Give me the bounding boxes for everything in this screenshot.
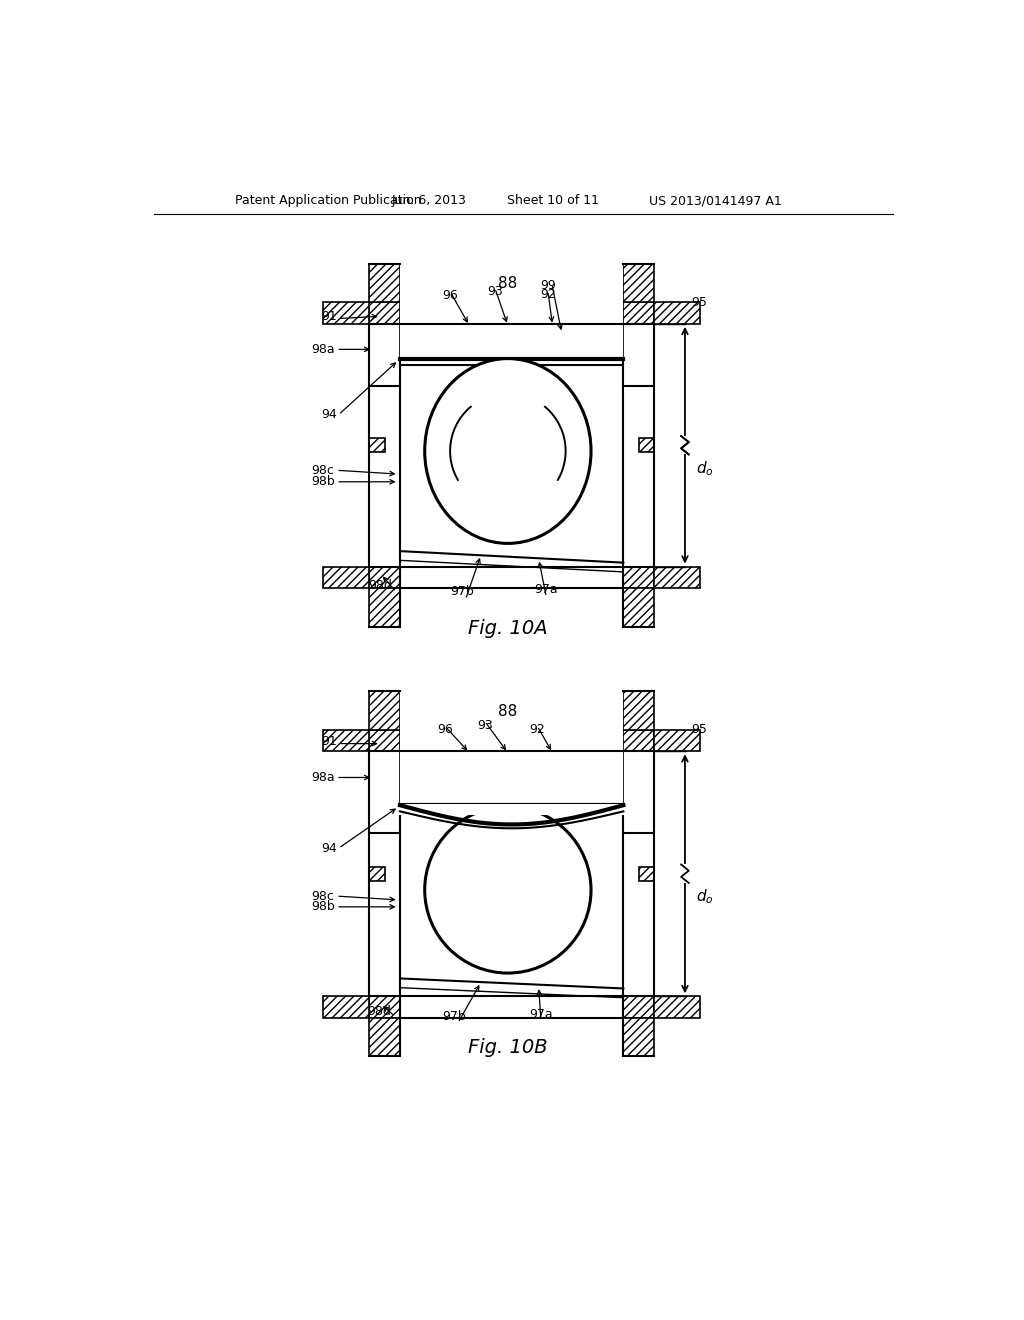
Text: 91: 91 — [322, 310, 337, 323]
Text: 93: 93 — [477, 718, 493, 731]
Text: Fig. 10A: Fig. 10A — [468, 619, 548, 638]
Bar — [370, 566, 654, 589]
Bar — [502, 364, 521, 387]
Bar — [323, 997, 370, 1018]
Text: 95: 95 — [691, 723, 707, 737]
Text: 96: 96 — [442, 289, 458, 302]
Ellipse shape — [425, 359, 591, 544]
Text: 88: 88 — [499, 704, 517, 719]
Text: 91: 91 — [322, 735, 337, 748]
Text: Patent Application Publication: Patent Application Publication — [234, 194, 421, 207]
Bar — [496, 302, 528, 348]
Bar — [624, 1018, 654, 1056]
Text: 98c: 98c — [311, 890, 335, 903]
Bar — [398, 804, 625, 816]
Bar — [528, 771, 594, 833]
Bar — [654, 997, 700, 1018]
Text: 98a: 98a — [311, 771, 335, 784]
Text: 95: 95 — [691, 296, 707, 309]
Bar — [323, 730, 370, 751]
Text: 97b: 97b — [450, 585, 473, 598]
Text: $d_o$: $d_o$ — [695, 459, 714, 478]
Bar — [528, 337, 594, 387]
Text: 97b: 97b — [442, 1010, 466, 1023]
Bar — [400, 730, 429, 833]
Bar — [370, 302, 654, 323]
Bar — [680, 865, 689, 883]
Bar — [400, 692, 624, 1056]
Text: 98d: 98d — [369, 579, 392, 593]
Text: 98a: 98a — [311, 343, 335, 356]
Bar — [429, 337, 496, 387]
Bar — [370, 692, 400, 730]
Bar — [654, 730, 700, 751]
Bar — [370, 323, 654, 566]
Bar — [429, 771, 496, 833]
Bar — [680, 436, 689, 454]
Bar — [502, 812, 521, 833]
Text: 93: 93 — [486, 285, 503, 298]
Bar — [323, 566, 370, 589]
Text: 96: 96 — [437, 723, 453, 737]
Bar — [654, 302, 700, 323]
Bar — [639, 867, 654, 880]
Bar — [496, 730, 528, 787]
Bar — [370, 867, 385, 880]
Text: 98d: 98d — [367, 1005, 391, 1018]
Text: Fig. 10B: Fig. 10B — [468, 1039, 548, 1057]
Bar — [370, 264, 400, 302]
Bar — [370, 751, 654, 997]
Text: 88: 88 — [499, 276, 517, 290]
Bar — [624, 264, 654, 302]
Bar — [624, 692, 654, 730]
Text: 92: 92 — [540, 288, 556, 301]
Text: 97a: 97a — [529, 1008, 553, 1022]
Text: 92: 92 — [529, 723, 545, 737]
Bar — [639, 438, 654, 453]
Bar — [370, 730, 654, 751]
Text: $d_o$: $d_o$ — [695, 887, 714, 907]
Bar — [370, 438, 385, 453]
Bar — [370, 997, 654, 1018]
Text: Sheet 10 of 11: Sheet 10 of 11 — [507, 194, 598, 207]
Text: 98c: 98c — [311, 463, 335, 477]
Bar — [323, 302, 370, 323]
Text: 94: 94 — [322, 408, 337, 421]
Bar — [400, 264, 624, 627]
Bar — [594, 730, 624, 833]
Bar — [594, 302, 624, 387]
Text: Jun. 6, 2013: Jun. 6, 2013 — [392, 194, 467, 207]
Bar — [370, 1018, 400, 1056]
Bar — [400, 302, 429, 387]
Text: 94: 94 — [322, 842, 337, 855]
Text: 97a: 97a — [535, 583, 558, 597]
Text: 99: 99 — [540, 279, 556, 292]
Bar — [624, 589, 654, 627]
Text: 98b: 98b — [311, 900, 335, 913]
Bar — [370, 589, 400, 627]
Ellipse shape — [425, 807, 591, 973]
Text: 98b: 98b — [311, 475, 335, 488]
Text: US 2013/0141497 A1: US 2013/0141497 A1 — [649, 194, 782, 207]
Bar — [654, 566, 700, 589]
